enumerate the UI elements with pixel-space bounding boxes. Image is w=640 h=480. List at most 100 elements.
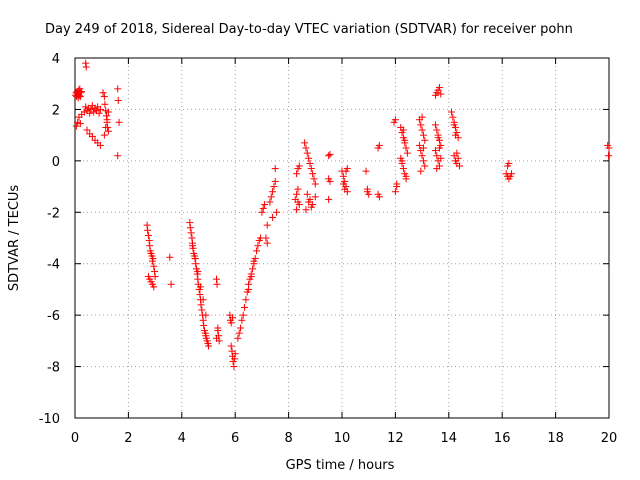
data-point <box>231 355 239 363</box>
data-point <box>262 234 270 242</box>
data-point <box>213 334 221 342</box>
data-point <box>114 85 122 93</box>
data-point <box>302 144 310 152</box>
data-point <box>451 131 459 139</box>
data-point <box>82 59 90 67</box>
data-point <box>453 149 461 157</box>
data-point <box>197 301 205 309</box>
data-point <box>417 121 425 129</box>
data-point <box>101 100 109 108</box>
y-tick-label: -10 <box>39 412 60 427</box>
data-point <box>419 157 427 165</box>
data-point <box>245 285 253 293</box>
data-point <box>191 255 199 263</box>
y-axis-label: SDTVAR / TECUs <box>7 185 22 292</box>
data-point <box>227 319 235 327</box>
data-point <box>254 242 262 250</box>
data-point <box>417 167 425 175</box>
data-point <box>401 136 409 144</box>
data-point <box>114 152 122 160</box>
data-point <box>188 242 196 250</box>
data-point <box>418 126 426 134</box>
data-point <box>167 280 175 288</box>
data-point <box>306 159 314 167</box>
data-point <box>604 152 612 160</box>
data-point <box>115 118 123 126</box>
data-point <box>205 342 212 350</box>
data-point <box>77 89 85 97</box>
data-point <box>194 275 202 283</box>
data-point <box>339 180 347 188</box>
y-tick-label: -8 <box>47 361 60 376</box>
data-point <box>114 96 122 104</box>
data-point <box>166 253 174 261</box>
data-point <box>434 134 442 142</box>
data-point <box>307 203 315 211</box>
data-point <box>199 316 207 324</box>
data-point <box>273 208 281 216</box>
data-point <box>433 126 441 134</box>
data-point <box>103 116 111 124</box>
x-tick-label: 6 <box>231 431 239 446</box>
x-tick-label: 10 <box>334 431 351 446</box>
data-point <box>192 260 200 268</box>
data-point <box>187 229 195 237</box>
data-point <box>341 185 349 193</box>
x-tick-label: 18 <box>547 431 564 446</box>
data-point <box>311 180 319 188</box>
data-point <box>293 170 301 178</box>
x-tick-label: 8 <box>284 431 292 446</box>
data-point <box>83 126 91 134</box>
data-point <box>437 90 445 98</box>
data-point <box>146 242 154 250</box>
data-point <box>104 127 112 135</box>
data-point <box>435 144 443 152</box>
data-point <box>253 247 261 255</box>
x-tick-label: 0 <box>71 431 79 446</box>
data-point <box>202 311 210 319</box>
data-point <box>418 152 426 160</box>
data-point <box>150 262 158 270</box>
data-point <box>102 123 110 131</box>
data-point <box>76 120 84 128</box>
data-point <box>250 257 258 265</box>
data-point <box>82 63 90 71</box>
data-point <box>188 234 196 242</box>
data-point <box>269 188 277 196</box>
data-point <box>449 113 457 121</box>
data-point <box>419 144 427 152</box>
data-point <box>267 193 275 201</box>
data-point <box>437 154 445 162</box>
x-axis-label: GPS time / hours <box>286 458 395 473</box>
data-point <box>399 126 407 134</box>
data-point <box>239 311 247 319</box>
data-point <box>309 170 317 178</box>
data-point <box>294 185 302 193</box>
y-tick-labels: -10 -8 -6 -4 -2 0 2 4 <box>39 52 60 427</box>
data-point <box>402 175 410 183</box>
data-point <box>398 157 406 165</box>
data-point <box>230 363 238 371</box>
data-point <box>100 93 108 101</box>
data-point <box>402 144 410 152</box>
data-point <box>435 84 443 92</box>
data-point <box>186 224 194 232</box>
data-point <box>249 265 257 273</box>
data-points <box>72 59 613 371</box>
y-tick-label: -6 <box>47 309 60 324</box>
data-point <box>238 316 246 324</box>
data-point <box>403 149 411 157</box>
data-point <box>303 149 311 157</box>
y-tick-label: -2 <box>47 206 60 221</box>
data-point <box>149 255 157 263</box>
data-point <box>269 213 277 221</box>
data-point <box>375 141 383 149</box>
data-point <box>339 172 347 180</box>
data-point <box>271 165 279 173</box>
data-point <box>310 175 318 183</box>
data-point <box>343 165 351 173</box>
data-point <box>421 136 429 144</box>
data-point <box>241 303 249 311</box>
x-tick-label: 4 <box>178 431 186 446</box>
y-tick-label: 4 <box>52 52 60 67</box>
